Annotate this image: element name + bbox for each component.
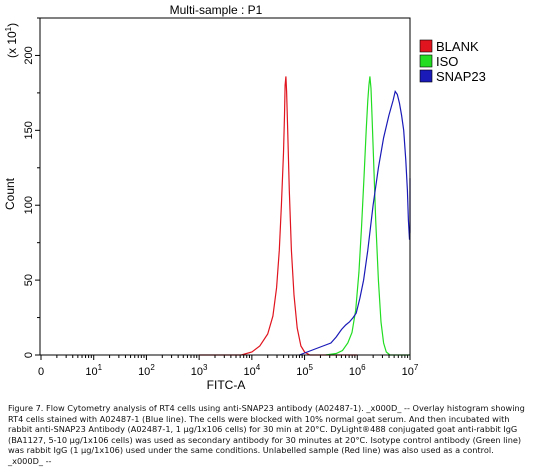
x-tick-label: 102 bbox=[138, 363, 155, 378]
legend-label-blank: BLANK bbox=[436, 39, 479, 54]
legend-swatch-snap23 bbox=[419, 69, 433, 83]
x-tick-label: 107 bbox=[402, 363, 419, 378]
series-layer bbox=[199, 76, 411, 356]
series-line-snap23 bbox=[299, 89, 411, 356]
x-tick-base: 10 bbox=[191, 366, 203, 378]
x-tick-exponent: 2 bbox=[150, 363, 155, 372]
x-axis-ticks: 0 101 102 103 104 105 106 107 bbox=[38, 355, 419, 378]
y-multiplier-label: (x 101) bbox=[4, 23, 19, 58]
x-tick-label: 0 bbox=[38, 366, 44, 378]
y-multiplier-close: ) bbox=[5, 23, 19, 27]
y-multiplier-exponent: 1 bbox=[4, 26, 13, 31]
y-multiplier-base: (x 10 bbox=[5, 31, 19, 58]
y-tick-label: 50 bbox=[23, 274, 35, 286]
x-tick-base: 10 bbox=[85, 366, 97, 378]
series-line-iso bbox=[325, 76, 410, 356]
x-tick-label: 104 bbox=[244, 363, 261, 378]
x-tick-base: 10 bbox=[244, 366, 256, 378]
legend-label-iso: ISO bbox=[436, 54, 458, 69]
y-tick-label: 100 bbox=[23, 196, 35, 214]
x-tick-exponent: 5 bbox=[308, 363, 313, 372]
x-tick-base: 10 bbox=[402, 366, 414, 378]
x-tick-base: 10 bbox=[296, 366, 308, 378]
y-tick-label: 0 bbox=[23, 352, 35, 358]
chart-title: Multi-sample : P1 bbox=[170, 3, 263, 17]
y-tick-label: 200 bbox=[23, 46, 35, 64]
x-tick-exponent: 3 bbox=[203, 363, 208, 372]
plot-frame bbox=[39, 17, 411, 356]
figure-caption: Figure 7. Flow Cytometry analysis of RT4… bbox=[8, 403, 525, 466]
legend-label-snap23: SNAP23 bbox=[436, 69, 486, 84]
x-tick-label: 103 bbox=[191, 363, 208, 378]
x-tick-exponent: 1 bbox=[98, 363, 103, 372]
x-tick-exponent: 7 bbox=[414, 363, 419, 372]
x-tick-label: 105 bbox=[296, 363, 313, 378]
y-axis-label: Count bbox=[3, 177, 17, 210]
x-tick-base: 0 bbox=[38, 366, 44, 378]
x-tick-label: 106 bbox=[349, 363, 366, 378]
x-tick-exponent: 6 bbox=[361, 363, 366, 372]
x-tick-base: 10 bbox=[349, 366, 361, 378]
x-tick-exponent: 4 bbox=[256, 363, 261, 372]
flow-histogram-chart: Multi-sample : P1 (x 101) Count 05010015… bbox=[3, 3, 486, 392]
x-axis-label: FITC-A bbox=[207, 378, 246, 392]
x-tick-label: 101 bbox=[85, 363, 102, 378]
x-tick-base: 10 bbox=[138, 366, 150, 378]
legend-swatch-iso bbox=[419, 54, 433, 68]
legend-swatch-blank bbox=[419, 39, 433, 53]
y-axis-ticks: 0 50 100 150 200 bbox=[23, 17, 40, 358]
y-tick-label: 150 bbox=[23, 121, 35, 139]
series-line-blank bbox=[199, 76, 358, 356]
